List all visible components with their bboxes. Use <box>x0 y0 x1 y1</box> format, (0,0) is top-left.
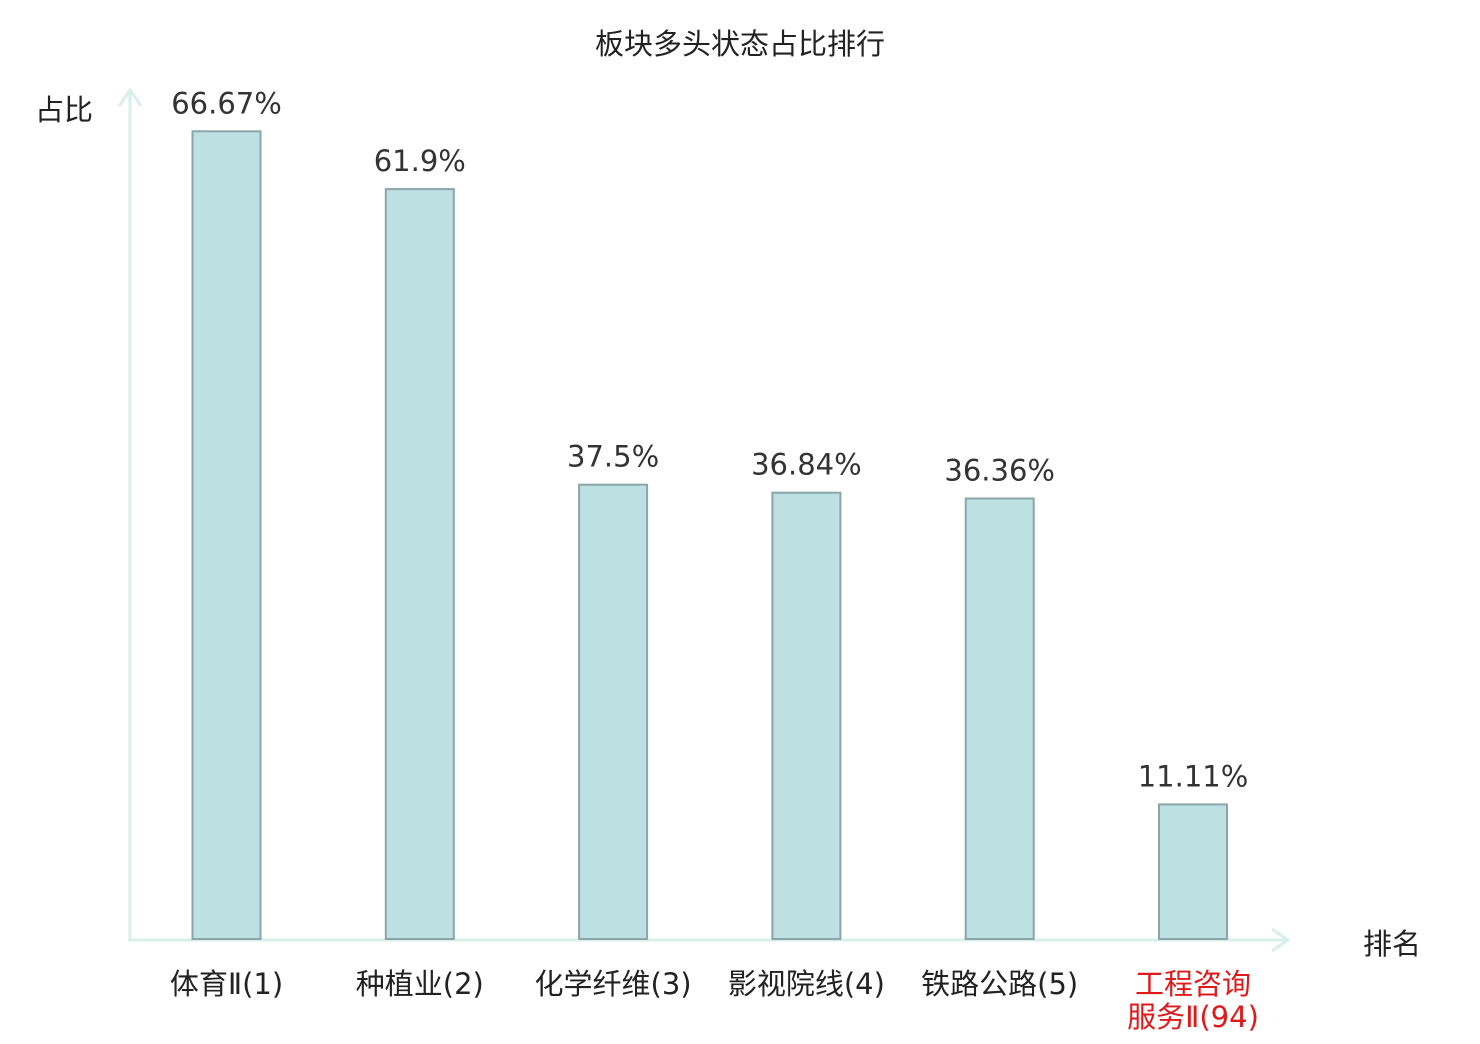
value-label-3: 37.5% <box>567 440 659 474</box>
value-label-5: 36.36% <box>944 454 1055 488</box>
bar-3 <box>578 483 649 940</box>
value-label-1: 66.67% <box>171 86 282 120</box>
value-label-2: 61.9% <box>374 144 466 178</box>
bar-2 <box>384 188 455 941</box>
bar-4 <box>771 491 842 940</box>
category-label-1: 体育Ⅱ(1) <box>170 967 283 1001</box>
bars-group: 66.67% 体育Ⅱ(1) 61.9% 种植业(2) 37.5% 化学纤维(3) 36.84… <box>170 86 1259 1034</box>
category-label-6: 工程咨询服务Ⅱ(94) <box>1127 967 1259 1034</box>
bar-6 <box>1158 803 1228 941</box>
chart-title: 板块多头状态占比排行 <box>595 27 885 61</box>
x-axis <box>128 927 1291 953</box>
x-axis-label: 排名 <box>1363 927 1421 961</box>
bar-1 <box>191 130 262 941</box>
category-label-3: 化学纤维(3) <box>535 967 692 1001</box>
bar-5 <box>964 497 1035 940</box>
category-label-2: 种植业(2) <box>356 967 484 1001</box>
y-axis-label: 占比 <box>35 93 93 127</box>
y-axis <box>117 87 143 940</box>
category-label-5: 铁路公路(5) <box>921 967 1078 1001</box>
value-label-4: 36.84% <box>751 448 862 482</box>
category-label-4: 影视院线(4) <box>728 967 885 1001</box>
value-label-6: 11.11% <box>1138 759 1249 793</box>
